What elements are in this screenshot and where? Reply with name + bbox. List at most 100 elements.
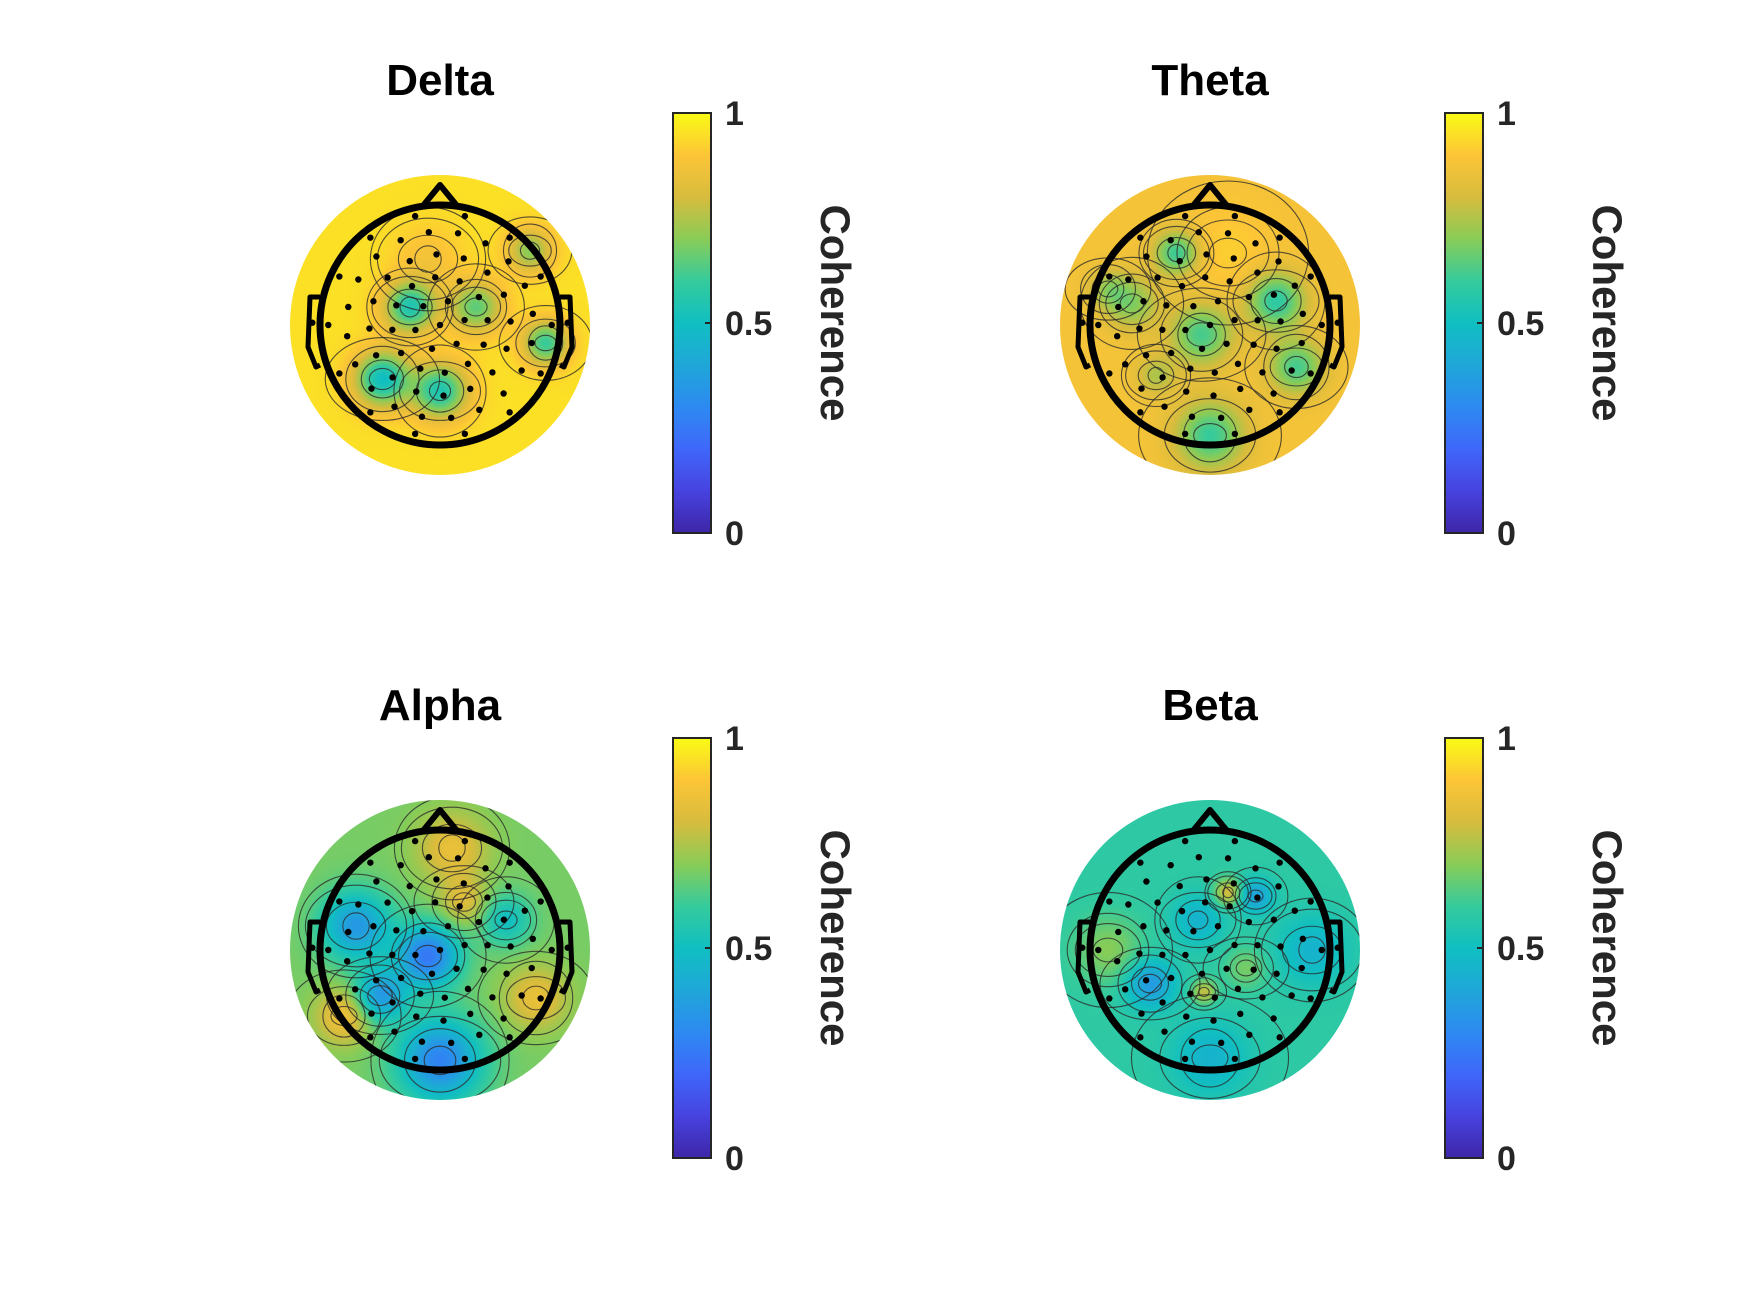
electrode-dot: [1211, 369, 1218, 376]
peak-contours: [324, 336, 441, 422]
electrode-dot: [1210, 1017, 1217, 1024]
electrode-dot: [1246, 1031, 1253, 1039]
head-outline: [305, 807, 575, 1074]
electrode-dot: [355, 901, 362, 908]
electrode-dot: [518, 992, 525, 999]
electrode-dot: [393, 302, 400, 309]
electrode-dot: [1154, 899, 1161, 906]
electrode-dot: [1276, 859, 1283, 866]
electrode-dot: [368, 1010, 375, 1017]
colorbar: 0 0.5 1 Coherence: [1444, 720, 1631, 1178]
left-ear-icon: [305, 294, 322, 370]
nose-icon: [1189, 182, 1231, 209]
panel-alpha: Alpha 0 0.5 1 Coherence: [290, 681, 859, 1178]
colorbar-gradient: [672, 737, 712, 1159]
electrode-dot: [428, 345, 436, 352]
electrode-dot: [343, 332, 351, 340]
electrode-dot: [1231, 1055, 1239, 1063]
electrode-dot: [453, 340, 460, 347]
colorbar-gradient: [1444, 737, 1484, 1159]
left-ear-icon: [1075, 919, 1092, 995]
peak-contours: [1136, 287, 1267, 382]
left-ear-icon: [1075, 294, 1092, 370]
electrode-dot: [351, 986, 359, 993]
left-ear-icon: [305, 919, 322, 995]
electrode-dot: [506, 234, 513, 241]
electrode-dot: [1137, 1034, 1144, 1041]
peak-contours: [413, 865, 515, 939]
electrode-dot: [391, 403, 398, 410]
colorbar-label: Coherence: [1584, 829, 1631, 1046]
electrode-dot: [417, 990, 424, 997]
electrode-dot: [1183, 1013, 1190, 1020]
electrode-dot: [1231, 837, 1239, 845]
electrode-dot: [507, 318, 514, 325]
electrode-dot: [453, 965, 460, 972]
electrode-dot: [391, 1028, 398, 1035]
electrode-dot: [355, 276, 362, 283]
electrode-dot: [1334, 944, 1341, 951]
electrode-dot: [413, 1013, 420, 1020]
electrode-dot: [460, 880, 467, 887]
electrode-dot: [1167, 349, 1175, 357]
electrode-dot: [372, 977, 380, 984]
electrode-dot: [412, 326, 419, 334]
electrode-dot: [1277, 318, 1284, 325]
electrode-dot: [1250, 341, 1257, 348]
electrode-dot: [447, 1039, 455, 1047]
electrode-dot: [1299, 935, 1307, 943]
electrode-dot: [393, 927, 400, 934]
electrode-dot: [367, 859, 374, 866]
electrode-dot: [1214, 923, 1222, 930]
electrode-dot: [454, 230, 462, 237]
nose-icon: [1189, 807, 1231, 834]
colorbar-gradient: [672, 112, 712, 534]
colorbar-tick-label: 1: [725, 95, 744, 133]
electrode-dot: [1188, 1038, 1196, 1045]
electrode-dot: [484, 894, 491, 901]
right-ear-icon: [1328, 294, 1345, 370]
electrode-dot: [411, 837, 419, 845]
electrode-dot: [1161, 1028, 1168, 1035]
colorbar-label: Coherence: [1584, 204, 1631, 421]
electrode-dot: [1202, 274, 1209, 281]
electrode-dot: [417, 365, 424, 372]
electrode-dot: [1307, 273, 1314, 280]
electrode-dot: [1234, 985, 1242, 993]
electrode-dot: [420, 928, 427, 935]
electrode-dot: [1106, 370, 1113, 377]
electrode-dot: [444, 923, 452, 930]
electrode-dot: [389, 374, 396, 381]
electrode-dot: [1224, 230, 1232, 237]
electrode-dot: [1237, 1010, 1244, 1018]
electrode-dot: [1159, 374, 1166, 381]
electrode-dot: [432, 899, 439, 906]
colorbar-label: Coherence: [812, 204, 859, 421]
electrode-dot: [461, 212, 469, 220]
electrode-dot: [506, 859, 513, 866]
electrode-dot: [1231, 430, 1239, 438]
electrode-dot: [1254, 269, 1261, 276]
electrode-dot: [1234, 360, 1242, 368]
electrode-dot: [521, 282, 529, 289]
electrode-dot: [325, 321, 332, 329]
electrode-dot: [1125, 276, 1132, 283]
electrode-dot: [1231, 941, 1238, 949]
electrode-dot: [441, 369, 448, 376]
electrode-dot: [1230, 255, 1237, 262]
electrode-dot: [1125, 901, 1132, 908]
electrode-dot: [1143, 253, 1150, 260]
electrode-dot: [397, 236, 404, 244]
electrode-dot: [1276, 1034, 1283, 1041]
electrode-dot: [1176, 257, 1183, 265]
electrode-dot: [1121, 986, 1129, 993]
colorbar-tick-label: 0: [1497, 515, 1516, 553]
electrode-dot: [397, 349, 405, 357]
electrode-dot: [1307, 370, 1314, 377]
electrode-dot: [461, 941, 468, 949]
colorbar-gradient: [1444, 112, 1484, 534]
colorbar-tick-label: 0.5: [1497, 305, 1544, 343]
electrode-dot: [345, 928, 352, 936]
electrode-dot: [548, 946, 555, 954]
electrode-dot: [336, 995, 343, 1002]
